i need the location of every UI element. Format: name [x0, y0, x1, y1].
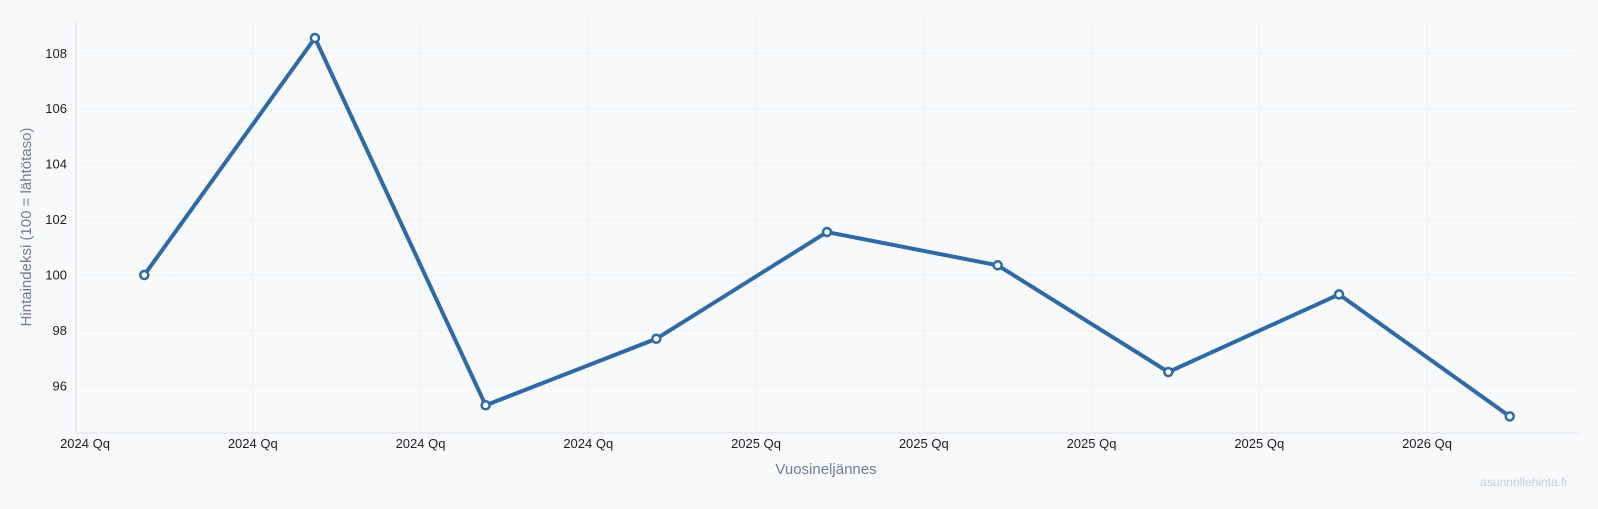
series [139, 32, 1515, 422]
y-axis-ticks: 96 98 100 102 104 106 108 [45, 46, 67, 394]
data-point[interactable] [1163, 366, 1174, 378]
y-tick-label: 108 [45, 46, 67, 61]
y-axis-title: Hintaindeksi (100 = lähtötaso) [18, 128, 35, 327]
y-tick-label: 96 [53, 378, 67, 393]
x-tick-label: 2026 Qq [1402, 436, 1452, 451]
x-tick-label: 2025 Qq [1067, 436, 1117, 451]
data-point[interactable] [992, 260, 1003, 271]
data-point[interactable] [651, 333, 662, 345]
x-tick-label: 2024 Qq [396, 436, 446, 451]
y-tick-label: 98 [53, 323, 67, 338]
watermark: asunnollehinta.fi [1480, 475, 1567, 489]
x-tick-label: 2025 Qq [731, 436, 781, 451]
x-axis-title: Vuosineljännes [775, 461, 876, 478]
y-tick-label: 100 [45, 268, 67, 283]
data-point[interactable] [139, 269, 150, 281]
axes [75, 20, 1578, 434]
data-point[interactable] [1333, 289, 1345, 300]
data-point[interactable] [480, 400, 491, 411]
y-tick-label: 102 [45, 212, 67, 227]
y-tick-label: 106 [45, 101, 67, 116]
x-tick-label: 2024 Qq [563, 436, 613, 451]
grid [76, 20, 1578, 433]
data-point[interactable] [1504, 411, 1515, 422]
data-point[interactable] [821, 226, 833, 238]
data-point[interactable] [309, 32, 321, 44]
x-axis-ticks: 2024 Qq 2024 Qq 2024 Qq 2024 Qq 2025 Qq 2025 … [60, 436, 1452, 451]
x-tick-label: 2024 Qq [228, 436, 278, 451]
x-tick-label: 2025 Qq [1234, 436, 1284, 451]
y-tick-label: 104 [45, 157, 67, 172]
x-tick-label: 2025 Qq [899, 436, 949, 451]
x-tick-label: 2024 Qq [60, 436, 110, 451]
